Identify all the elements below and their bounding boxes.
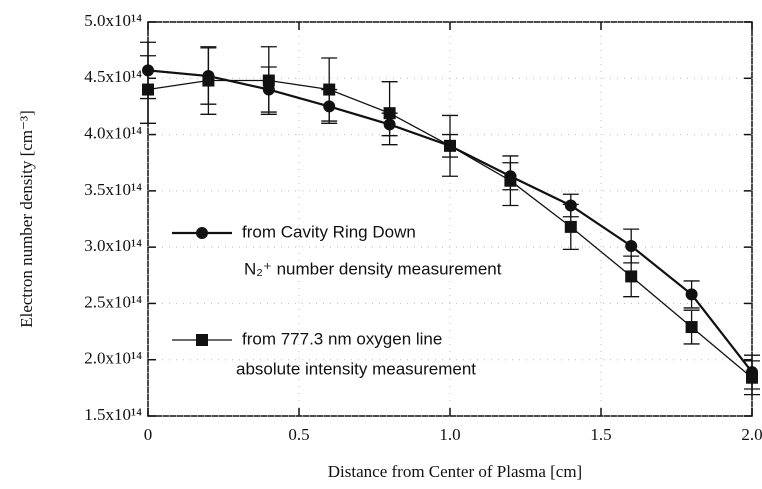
x-tick-label: 2.0: [741, 425, 762, 444]
x-axis-label: Distance from Center of Plasma [cm]: [328, 462, 582, 481]
legend-detail: absolute intensity measurement: [236, 359, 476, 378]
data-point: [685, 321, 698, 334]
y-tick-label: 4.0x10¹⁴: [84, 123, 142, 142]
x-tick-label: 0: [144, 425, 153, 444]
data-point: [625, 270, 638, 283]
data-point: [323, 83, 336, 96]
y-tick-label: 4.5x10¹⁴: [84, 67, 142, 86]
data-point: [504, 174, 517, 187]
data-point: [746, 371, 758, 384]
y-tick-label: 2.0x10¹⁴: [84, 349, 142, 368]
x-tick-label: 0.5: [288, 425, 309, 444]
data-point: [383, 107, 396, 120]
data-point: [444, 139, 456, 152]
data-point: [202, 74, 215, 87]
data-point: [142, 83, 154, 96]
legend-label: from Cavity Ring Down: [242, 222, 416, 241]
legend-detail: N₂⁺ number density measurement: [244, 259, 502, 278]
y-axis-label: Electron number density [cm⁻³]: [17, 110, 36, 328]
data-point: [685, 288, 698, 301]
x-tick-label: 1.5: [590, 425, 611, 444]
legend-marker: [196, 227, 208, 239]
y-tick-label: 5.0x10¹⁴: [84, 11, 142, 30]
data-point: [625, 240, 638, 253]
y-tick-label: 3.0x10¹⁴: [84, 236, 142, 255]
x-tick-label: 1.0: [439, 425, 460, 444]
y-tick-label: 3.5x10¹⁴: [84, 180, 142, 199]
y-tick-label: 2.5x10¹⁴: [84, 292, 142, 311]
legend-label: from 777.3 nm oxygen line: [242, 329, 442, 348]
data-point: [262, 74, 275, 87]
legend-marker: [196, 334, 208, 346]
data-point: [564, 220, 577, 233]
y-tick-label: 1.5x10¹⁴: [84, 405, 142, 424]
